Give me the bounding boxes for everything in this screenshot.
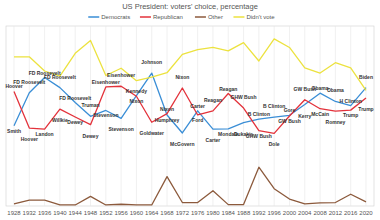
candidate-label: Kennedy: [126, 88, 147, 94]
grid-line: [121, 26, 122, 206]
candidate-label: Trump: [343, 112, 358, 118]
grid-line: [274, 26, 275, 206]
grid-line: [14, 26, 15, 206]
x-tick-label: 1992: [252, 210, 266, 216]
x-tick-label: 1968: [160, 210, 174, 216]
candidate-label: Trump: [358, 106, 373, 112]
candidate-label: GHW Bush: [231, 94, 257, 100]
series-line: [14, 86, 366, 133]
series-line: [14, 73, 366, 133]
candidate-label: Romney: [326, 119, 346, 125]
x-tick-label: 1952: [99, 210, 113, 216]
series-line: [14, 167, 366, 205]
grid-line: [59, 26, 60, 206]
x-tick-label: 1928: [7, 210, 21, 216]
candidate-label: GW Bush: [278, 118, 301, 124]
candidate-label: Truman: [81, 102, 99, 108]
x-tick-label: 2008: [313, 210, 327, 216]
title: US President: voters' choice, percentage: [122, 2, 258, 11]
x-tick-label: 1956: [114, 210, 128, 216]
candidate-label: H Clinton: [340, 98, 362, 104]
candidate-label: Ford: [192, 117, 203, 123]
x-tick-label: 1972: [176, 210, 190, 216]
candidate-label: Reagan: [204, 97, 222, 103]
grid-line: [182, 26, 183, 206]
candidate-label: Gore: [284, 107, 296, 113]
candidate-label: Stevenson: [108, 126, 133, 132]
x-tick-label: 1984: [222, 210, 236, 216]
candidate-label: Dole: [269, 141, 280, 147]
candidate-label: FD Roosevelt: [44, 74, 76, 80]
candidate-label: Dewey: [83, 133, 99, 139]
x-tick-label: 2004: [298, 210, 312, 216]
candidate-label: Dewey: [67, 119, 83, 125]
candidate-label: Biden: [359, 74, 373, 80]
x-tick-label: 1932: [23, 210, 37, 216]
candidate-label: McCain: [311, 111, 329, 117]
legend-swatch: [88, 16, 99, 18]
x-tick-label: 2000: [283, 210, 297, 216]
candidate-label: Nixon: [160, 106, 174, 112]
x-tick-label: 1948: [84, 210, 98, 216]
candidate-label: Landon: [36, 131, 54, 137]
candidate-label: Eisenhower: [107, 72, 135, 78]
candidate-label: Goldwater: [140, 130, 165, 136]
grid-line: [366, 26, 367, 206]
x-tick-label: 1940: [53, 210, 67, 216]
x-tick-label: 1980: [206, 210, 220, 216]
x-tick-label: 1944: [69, 210, 83, 216]
candidate-label: Stevenson: [93, 112, 118, 118]
candidate-label: Johnson: [141, 59, 162, 65]
plot-lines: [14, 39, 366, 205]
candidate-label: Smith: [7, 128, 21, 134]
legend-swatch: [195, 16, 206, 18]
candidate-label: FD Roosevelt: [59, 95, 91, 101]
grid-line: [151, 26, 152, 206]
candidate-label: GW Bush: [294, 86, 317, 92]
candidate-label: Nixon: [129, 98, 143, 104]
legend-swatch: [140, 16, 151, 18]
grid-line: [136, 26, 137, 206]
candidate-label: Carter: [190, 103, 205, 109]
candidate-label: B Clinton: [263, 103, 285, 109]
candidate-label: Hoover: [5, 83, 22, 89]
grid-line: [44, 26, 45, 206]
plot-frame: [6, 26, 374, 206]
grid-line: [228, 26, 229, 206]
candidate-label: GHW Bush: [246, 133, 272, 139]
candidate-label: B Clinton: [248, 111, 270, 117]
candidate-label: Reagan: [219, 86, 237, 92]
x-tick-label: 2020: [359, 210, 373, 216]
candidate-label: Obama: [327, 87, 344, 93]
legend-label: Other: [208, 14, 223, 20]
legend-label: Democrats: [101, 14, 130, 20]
x-tick-label: 1960: [130, 210, 144, 216]
candidate-label: McGovern: [170, 141, 194, 147]
x-tick-label: 2012: [329, 210, 343, 216]
x-tick-label: 1996: [267, 210, 281, 216]
candidate-label: Carter: [206, 137, 221, 143]
x-tick-label: 1964: [145, 210, 159, 216]
x-tick-label: 1936: [38, 210, 52, 216]
legend-swatch: [233, 16, 244, 18]
candidate-label: Humphrey: [155, 117, 180, 123]
legend-label: Didn't vote: [246, 14, 275, 20]
candidate-label: Nixon: [175, 74, 189, 80]
grid-line: [335, 26, 336, 206]
grid-line: [243, 26, 244, 206]
x-tick-label: 2016: [344, 210, 358, 216]
chart: 1928193219361940194419481952195619601964…: [0, 0, 380, 220]
candidate-label: Eisenhower: [92, 79, 120, 85]
grid-line: [29, 26, 30, 206]
series-line: [14, 39, 366, 91]
legend-label: Republican: [153, 14, 183, 20]
grid-line: [212, 26, 213, 206]
candidate-label: Willkie: [52, 117, 68, 123]
x-tick-label: 1988: [237, 210, 251, 216]
chart-container: 1928193219361940194419481952195619601964…: [0, 0, 380, 220]
x-tick-label: 1976: [191, 210, 205, 216]
